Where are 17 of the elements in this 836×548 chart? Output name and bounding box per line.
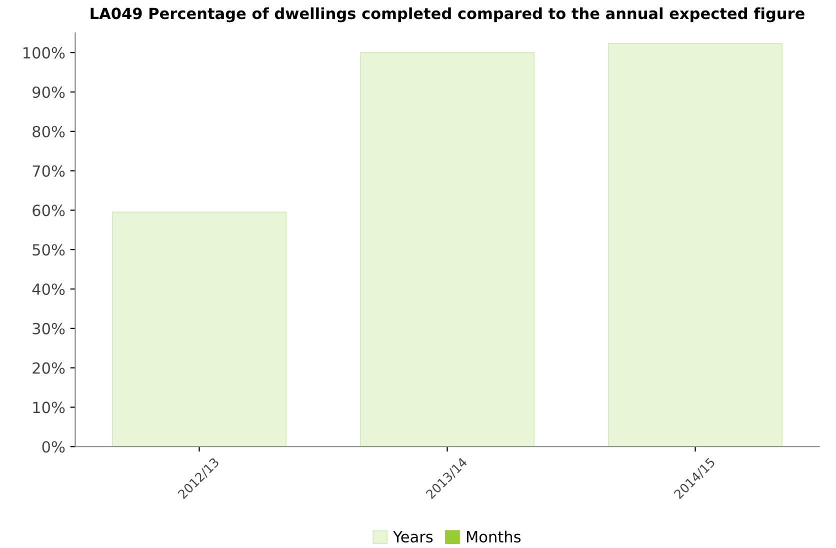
y-tick-label: 80% bbox=[32, 126, 65, 138]
y-tick-label: 60% bbox=[32, 204, 65, 216]
y-tick-label: 70% bbox=[32, 165, 65, 177]
bar bbox=[608, 42, 783, 447]
y-tick-label: 100% bbox=[24, 47, 65, 59]
y-tick-label: 90% bbox=[32, 86, 65, 98]
legend-label: Months bbox=[466, 530, 521, 543]
chart-title: LA049 Percentage of dwellings completed compared to the annual expected figure bbox=[90, 7, 804, 22]
y-tick-label: 10% bbox=[33, 402, 65, 414]
legend-label: Years bbox=[393, 531, 433, 543]
y-tick-label: 30% bbox=[32, 322, 65, 334]
y-tick-label: 20% bbox=[32, 362, 65, 374]
bar bbox=[360, 52, 535, 447]
y-tick-label: 40% bbox=[32, 283, 65, 296]
bar bbox=[112, 212, 287, 447]
y-tick-label: 50% bbox=[32, 244, 65, 256]
y-tick-label: 0% bbox=[42, 441, 65, 453]
